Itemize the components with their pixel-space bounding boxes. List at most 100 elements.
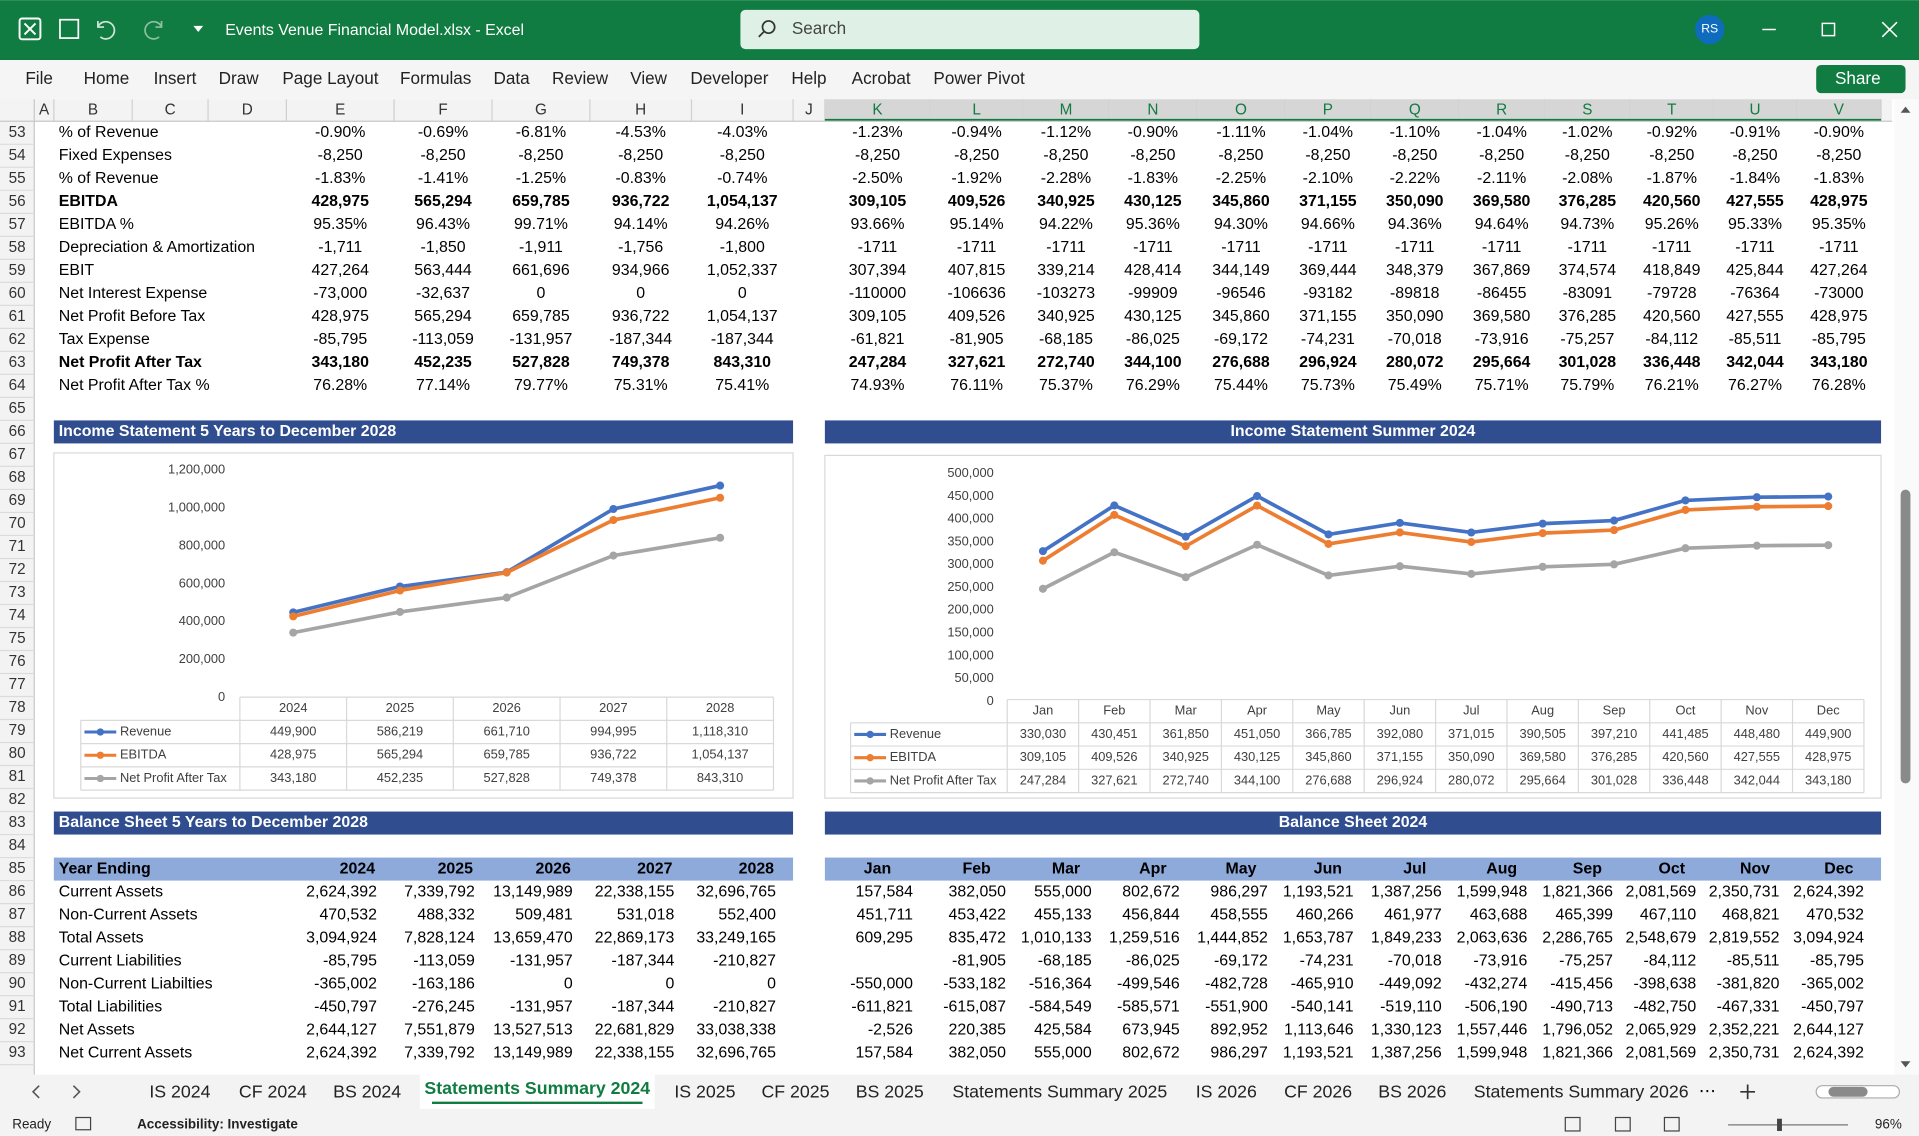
column-header[interactable]: O xyxy=(1235,101,1247,118)
menu-tab[interactable]: Page Layout xyxy=(282,68,378,88)
row-header[interactable]: 93 xyxy=(9,1044,26,1061)
share-button[interactable] xyxy=(1816,64,1906,94)
save-icon[interactable] xyxy=(59,18,80,39)
legend-label[interactable]: EBITDA xyxy=(890,749,937,764)
row-header[interactable]: 59 xyxy=(9,262,26,279)
row-header[interactable]: 68 xyxy=(9,469,26,486)
sheet-tab[interactable]: IS 2026 xyxy=(1196,1082,1257,1102)
row-header[interactable]: 55 xyxy=(9,170,26,187)
column-header[interactable]: T xyxy=(1667,101,1676,118)
column-header[interactable]: U xyxy=(1749,101,1760,118)
column-header[interactable]: E xyxy=(335,101,345,118)
legend-label[interactable]: Revenue xyxy=(890,726,941,741)
sheet-tab[interactable]: IS 2024 xyxy=(149,1082,210,1102)
row-header[interactable]: 81 xyxy=(9,768,26,785)
tab-nav-arrows[interactable] xyxy=(31,1085,81,1099)
row-header[interactable]: 80 xyxy=(9,745,26,762)
share-label[interactable]: Share xyxy=(1835,68,1881,88)
row-header[interactable]: 70 xyxy=(9,515,26,532)
normal-view[interactable] xyxy=(1564,1116,1581,1132)
row-header[interactable]: 74 xyxy=(9,607,26,624)
row-header[interactable]: 77 xyxy=(9,676,26,693)
excel-icon[interactable] xyxy=(18,17,42,41)
redo-icon[interactable] xyxy=(144,20,163,40)
row-header[interactable]: 58 xyxy=(9,239,26,256)
menu-tab[interactable]: Draw xyxy=(219,68,260,88)
sheet-tab[interactable]: BS 2025 xyxy=(856,1082,924,1102)
row-header[interactable]: 73 xyxy=(9,584,26,601)
column-header[interactable]: H xyxy=(635,101,646,118)
column-header[interactable]: N xyxy=(1147,101,1158,118)
row-header[interactable]: 92 xyxy=(9,1021,26,1038)
column-header[interactable]: G xyxy=(535,101,547,118)
column-header[interactable]: L xyxy=(972,101,981,118)
row-header[interactable]: 66 xyxy=(9,423,26,440)
sheet-tab[interactable]: IS 2025 xyxy=(674,1082,735,1102)
sheet-tab[interactable]: Statements Summary 2026 xyxy=(1474,1082,1689,1102)
row-header[interactable]: 84 xyxy=(9,837,26,854)
legend-label[interactable]: Net Profit After Tax xyxy=(120,770,227,785)
sheet-tab[interactable]: CF 2025 xyxy=(761,1082,829,1102)
qat-dropdown[interactable] xyxy=(193,25,204,32)
row-header[interactable]: 85 xyxy=(9,860,26,877)
row-header[interactable]: 88 xyxy=(9,929,26,946)
close-button[interactable] xyxy=(1881,21,1898,38)
row-header[interactable]: 87 xyxy=(9,906,26,923)
row-header[interactable]: 91 xyxy=(9,998,26,1015)
sheet-tab[interactable]: Statements Summary 2024 xyxy=(424,1078,650,1098)
search-placeholder[interactable]: Search xyxy=(792,18,846,38)
row-header[interactable]: 64 xyxy=(9,377,26,394)
undo-icon[interactable] xyxy=(97,20,116,40)
row-header[interactable]: 86 xyxy=(9,883,26,900)
column-header[interactable]: S xyxy=(1582,101,1592,118)
more-tabs[interactable]: ⋯ xyxy=(1699,1080,1716,1100)
column-header[interactable]: P xyxy=(1323,101,1333,118)
row-header[interactable]: 56 xyxy=(9,193,26,210)
restore-button[interactable] xyxy=(1821,22,1836,37)
row-header[interactable]: 75 xyxy=(9,630,26,647)
menu-tab[interactable]: Help xyxy=(791,68,826,88)
row-header[interactable]: 67 xyxy=(9,446,26,463)
zoom-level[interactable]: 96% xyxy=(1875,1116,1902,1131)
column-header[interactable]: A xyxy=(39,101,50,118)
row-header[interactable]: 63 xyxy=(9,354,26,371)
scroll-thumb[interactable] xyxy=(1900,489,1911,784)
search-box[interactable] xyxy=(740,9,1200,50)
user-avatar[interactable] xyxy=(1695,14,1725,45)
row-header[interactable]: 57 xyxy=(9,216,26,233)
menu-tab[interactable]: Formulas xyxy=(400,68,471,88)
menu-tab[interactable]: Developer xyxy=(690,68,768,88)
column-header[interactable]: F xyxy=(438,101,447,118)
menu-tab[interactable]: Review xyxy=(552,68,609,88)
menu-tab[interactable]: View xyxy=(630,68,667,88)
page-break-view[interactable] xyxy=(1663,1116,1680,1132)
column-header[interactable]: M xyxy=(1060,101,1073,118)
row-header[interactable]: 60 xyxy=(9,285,26,302)
column-header[interactable]: C xyxy=(165,101,176,118)
sheet-tab[interactable]: CF 2024 xyxy=(239,1082,307,1102)
column-header[interactable]: R xyxy=(1496,101,1507,118)
legend-label[interactable]: Net Profit After Tax xyxy=(890,772,997,787)
accessibility-status[interactable]: Accessibility: Investigate xyxy=(137,1116,298,1131)
column-header[interactable]: D xyxy=(242,101,253,118)
zoom-thumb[interactable] xyxy=(1777,1118,1782,1131)
column-header[interactable]: Q xyxy=(1409,101,1421,118)
page-layout-view[interactable] xyxy=(1614,1116,1631,1132)
column-header[interactable]: I xyxy=(740,101,744,118)
menu-tab[interactable]: Power Pivot xyxy=(933,68,1025,88)
column-header[interactable]: V xyxy=(1834,101,1845,118)
row-header[interactable]: 83 xyxy=(9,814,26,831)
menu-tab[interactable]: Acrobat xyxy=(852,68,911,88)
sheet-tab[interactable]: CF 2026 xyxy=(1284,1082,1352,1102)
sheet-tab[interactable]: BS 2026 xyxy=(1378,1082,1446,1102)
column-header[interactable]: K xyxy=(872,101,883,118)
row-header[interactable]: 62 xyxy=(9,331,26,348)
row-header[interactable]: 72 xyxy=(9,561,26,578)
row-header[interactable]: 89 xyxy=(9,952,26,969)
menu-tab[interactable]: Data xyxy=(493,68,530,88)
column-header[interactable]: J xyxy=(805,101,813,118)
row-header[interactable]: 61 xyxy=(9,308,26,325)
row-header[interactable]: 79 xyxy=(9,722,26,739)
row-header[interactable]: 69 xyxy=(9,492,26,509)
legend-label[interactable]: EBITDA xyxy=(120,747,167,762)
